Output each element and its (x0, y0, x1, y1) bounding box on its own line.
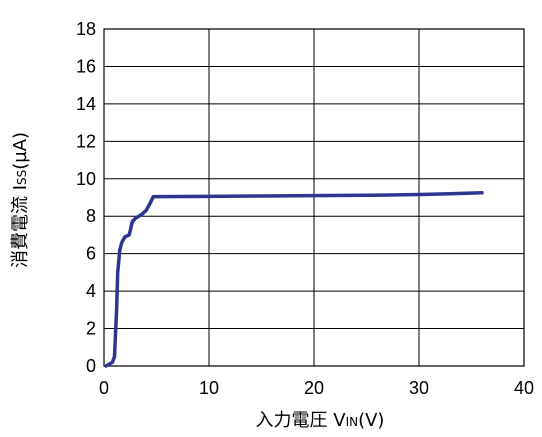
y-tick-label: 0 (86, 356, 96, 376)
y-tick-label: 14 (76, 94, 96, 114)
y-axis-label: 消費電流 ISS(µA) (10, 132, 31, 268)
y-tick-label: 4 (86, 281, 96, 301)
y-tick-label: 8 (86, 206, 96, 226)
y-axis-label-unit: (µA) (10, 132, 31, 170)
y-tick-label: 6 (86, 244, 96, 264)
y-axis-label-main: 消費電流 I (10, 185, 31, 268)
y-axis-label-sub: SS (15, 170, 29, 185)
series-line (104, 191, 484, 368)
x-tick-label: 20 (304, 378, 324, 398)
x-axis-label-main: 入力電圧 V (256, 410, 347, 431)
x-axis-label: 入力電圧 VIN(V) (256, 410, 385, 431)
y-tick-label: 12 (76, 131, 96, 151)
x-tick-label: 30 (409, 378, 429, 398)
x-tick-label: 10 (199, 378, 219, 398)
y-tick-label: 2 (86, 319, 96, 339)
plot-frame (103, 28, 525, 367)
x-tick-label: 40 (514, 378, 534, 398)
x-tick-label: 0 (99, 378, 109, 398)
y-tick-labels: 0 2 4 6 8 10 12 14 16 18 (76, 19, 96, 376)
series-group (104, 191, 484, 368)
x-tick-labels: 0 10 20 30 40 (99, 378, 534, 398)
x-axis-label-sub: IN (346, 415, 359, 429)
y-tick-label: 10 (76, 169, 96, 189)
y-tick-label: 16 (76, 56, 96, 76)
x-axis-label-unit: (V) (358, 410, 384, 431)
y-tick-label: 18 (76, 19, 96, 39)
